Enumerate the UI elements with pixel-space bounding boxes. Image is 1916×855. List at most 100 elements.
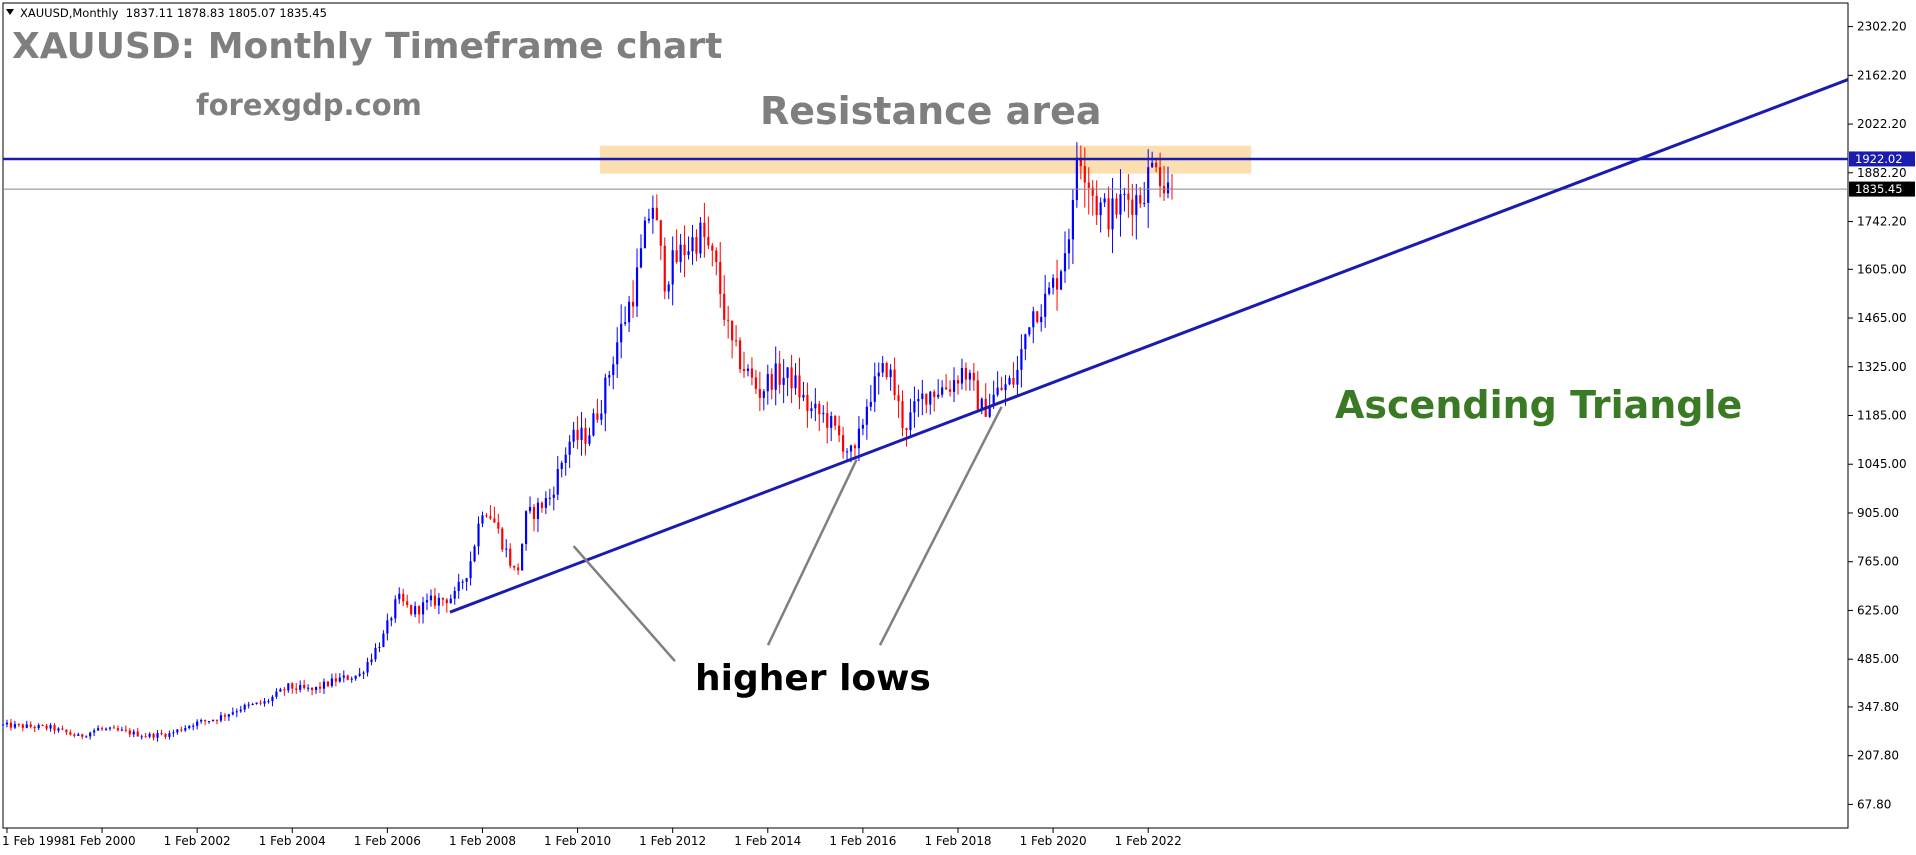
candle-body [255,702,258,705]
candle-body [97,728,100,731]
candle-body [267,701,270,703]
candle-body [164,734,167,737]
candle-body [838,425,841,436]
x-tick-label: 1 Feb 2000 [69,834,136,848]
higher-low-pointer [572,545,676,662]
candle-body [699,222,702,254]
candle-body [505,548,508,550]
x-tick-label: 1 Feb 2022 [1115,834,1182,848]
candle-body [687,251,690,255]
candle-body [790,367,793,389]
candle-body [283,689,286,691]
candle-body [1075,157,1078,201]
y-tick-label: 1185.00 [1857,409,1907,423]
candle-body [865,406,868,425]
svg-text:1835.45: 1835.45 [1855,182,1903,196]
candle-body [624,322,627,324]
candle-body [746,368,750,372]
candle-body [243,704,246,710]
candle-body [608,375,611,378]
candle-body [834,415,837,426]
candle-body [798,375,801,398]
candle-body [1024,334,1027,350]
candle-body [960,367,964,384]
candle-body [1127,193,1130,200]
candle-body [734,340,738,342]
candle-body [473,546,476,562]
candle-body [521,544,524,571]
candle-body [596,413,599,420]
website-label: forexgdp.com [196,88,422,122]
candle-body [956,380,960,384]
higher-low-pointer [878,406,1003,646]
y-tick-label: 625.00 [1857,603,1899,617]
candle-body [223,715,226,717]
candle-body [1155,162,1158,168]
candle-body [738,340,742,370]
candle-body [731,320,734,341]
candle-body [445,599,448,604]
candle-body [540,502,544,508]
candle-body [17,724,20,726]
candle-body [1036,311,1039,323]
candle-body [1040,316,1043,323]
candle-body [671,250,674,285]
candle-body [370,659,373,663]
y-tick-label: 1465.00 [1857,311,1907,325]
chart-title: XAUUSD: Monthly Timeframe chart [12,26,722,67]
candle-body [184,728,187,731]
candle-body [136,731,139,737]
candle-body [628,301,631,323]
candle-body [703,222,706,237]
candle-body [421,602,425,615]
candle-body [160,733,163,735]
x-tick-label: 1 Feb 2020 [1020,834,1087,848]
candle-body [231,712,234,715]
y-tick-label: 1045.00 [1857,457,1907,471]
candle-body [584,427,587,444]
candle-body [390,618,393,621]
candle-body [37,725,40,729]
candle-body [1151,162,1154,168]
candle-body [89,732,92,737]
candle-body [992,394,995,406]
y-tick-label: 485.00 [1857,652,1899,666]
candle-body [1008,377,1011,385]
candle-body [1032,311,1035,328]
candle-body [774,363,777,390]
candle-body [386,620,389,634]
candle-body [354,675,357,679]
candle-body [509,548,512,566]
candle-body [57,728,60,731]
candle-body [196,721,199,726]
candle-body [287,683,290,691]
candle-body [120,729,123,731]
candle-body [580,427,583,440]
candle-body [948,389,952,392]
candle-body [1079,157,1082,167]
candle-body [782,377,785,385]
candle-body [49,725,52,729]
candle-body [104,728,108,730]
candle-body [893,369,896,396]
candle-body [818,403,821,415]
candle-body [279,689,282,692]
candle-body [219,715,223,721]
candle-body [239,709,242,712]
candle-body [29,724,32,727]
candle-body [802,394,805,398]
candle-body [778,363,781,385]
candle-body [675,250,678,263]
candle-body [612,364,615,376]
candle-body [1000,387,1003,391]
candle-body [247,704,250,706]
candle-body [1162,186,1166,194]
candle-body [1119,194,1122,215]
candle-body [715,250,718,263]
candle-body [307,687,310,689]
candle-body [1095,195,1098,216]
symbol-menu-icon[interactable] [6,9,14,15]
candle-body [556,469,559,495]
